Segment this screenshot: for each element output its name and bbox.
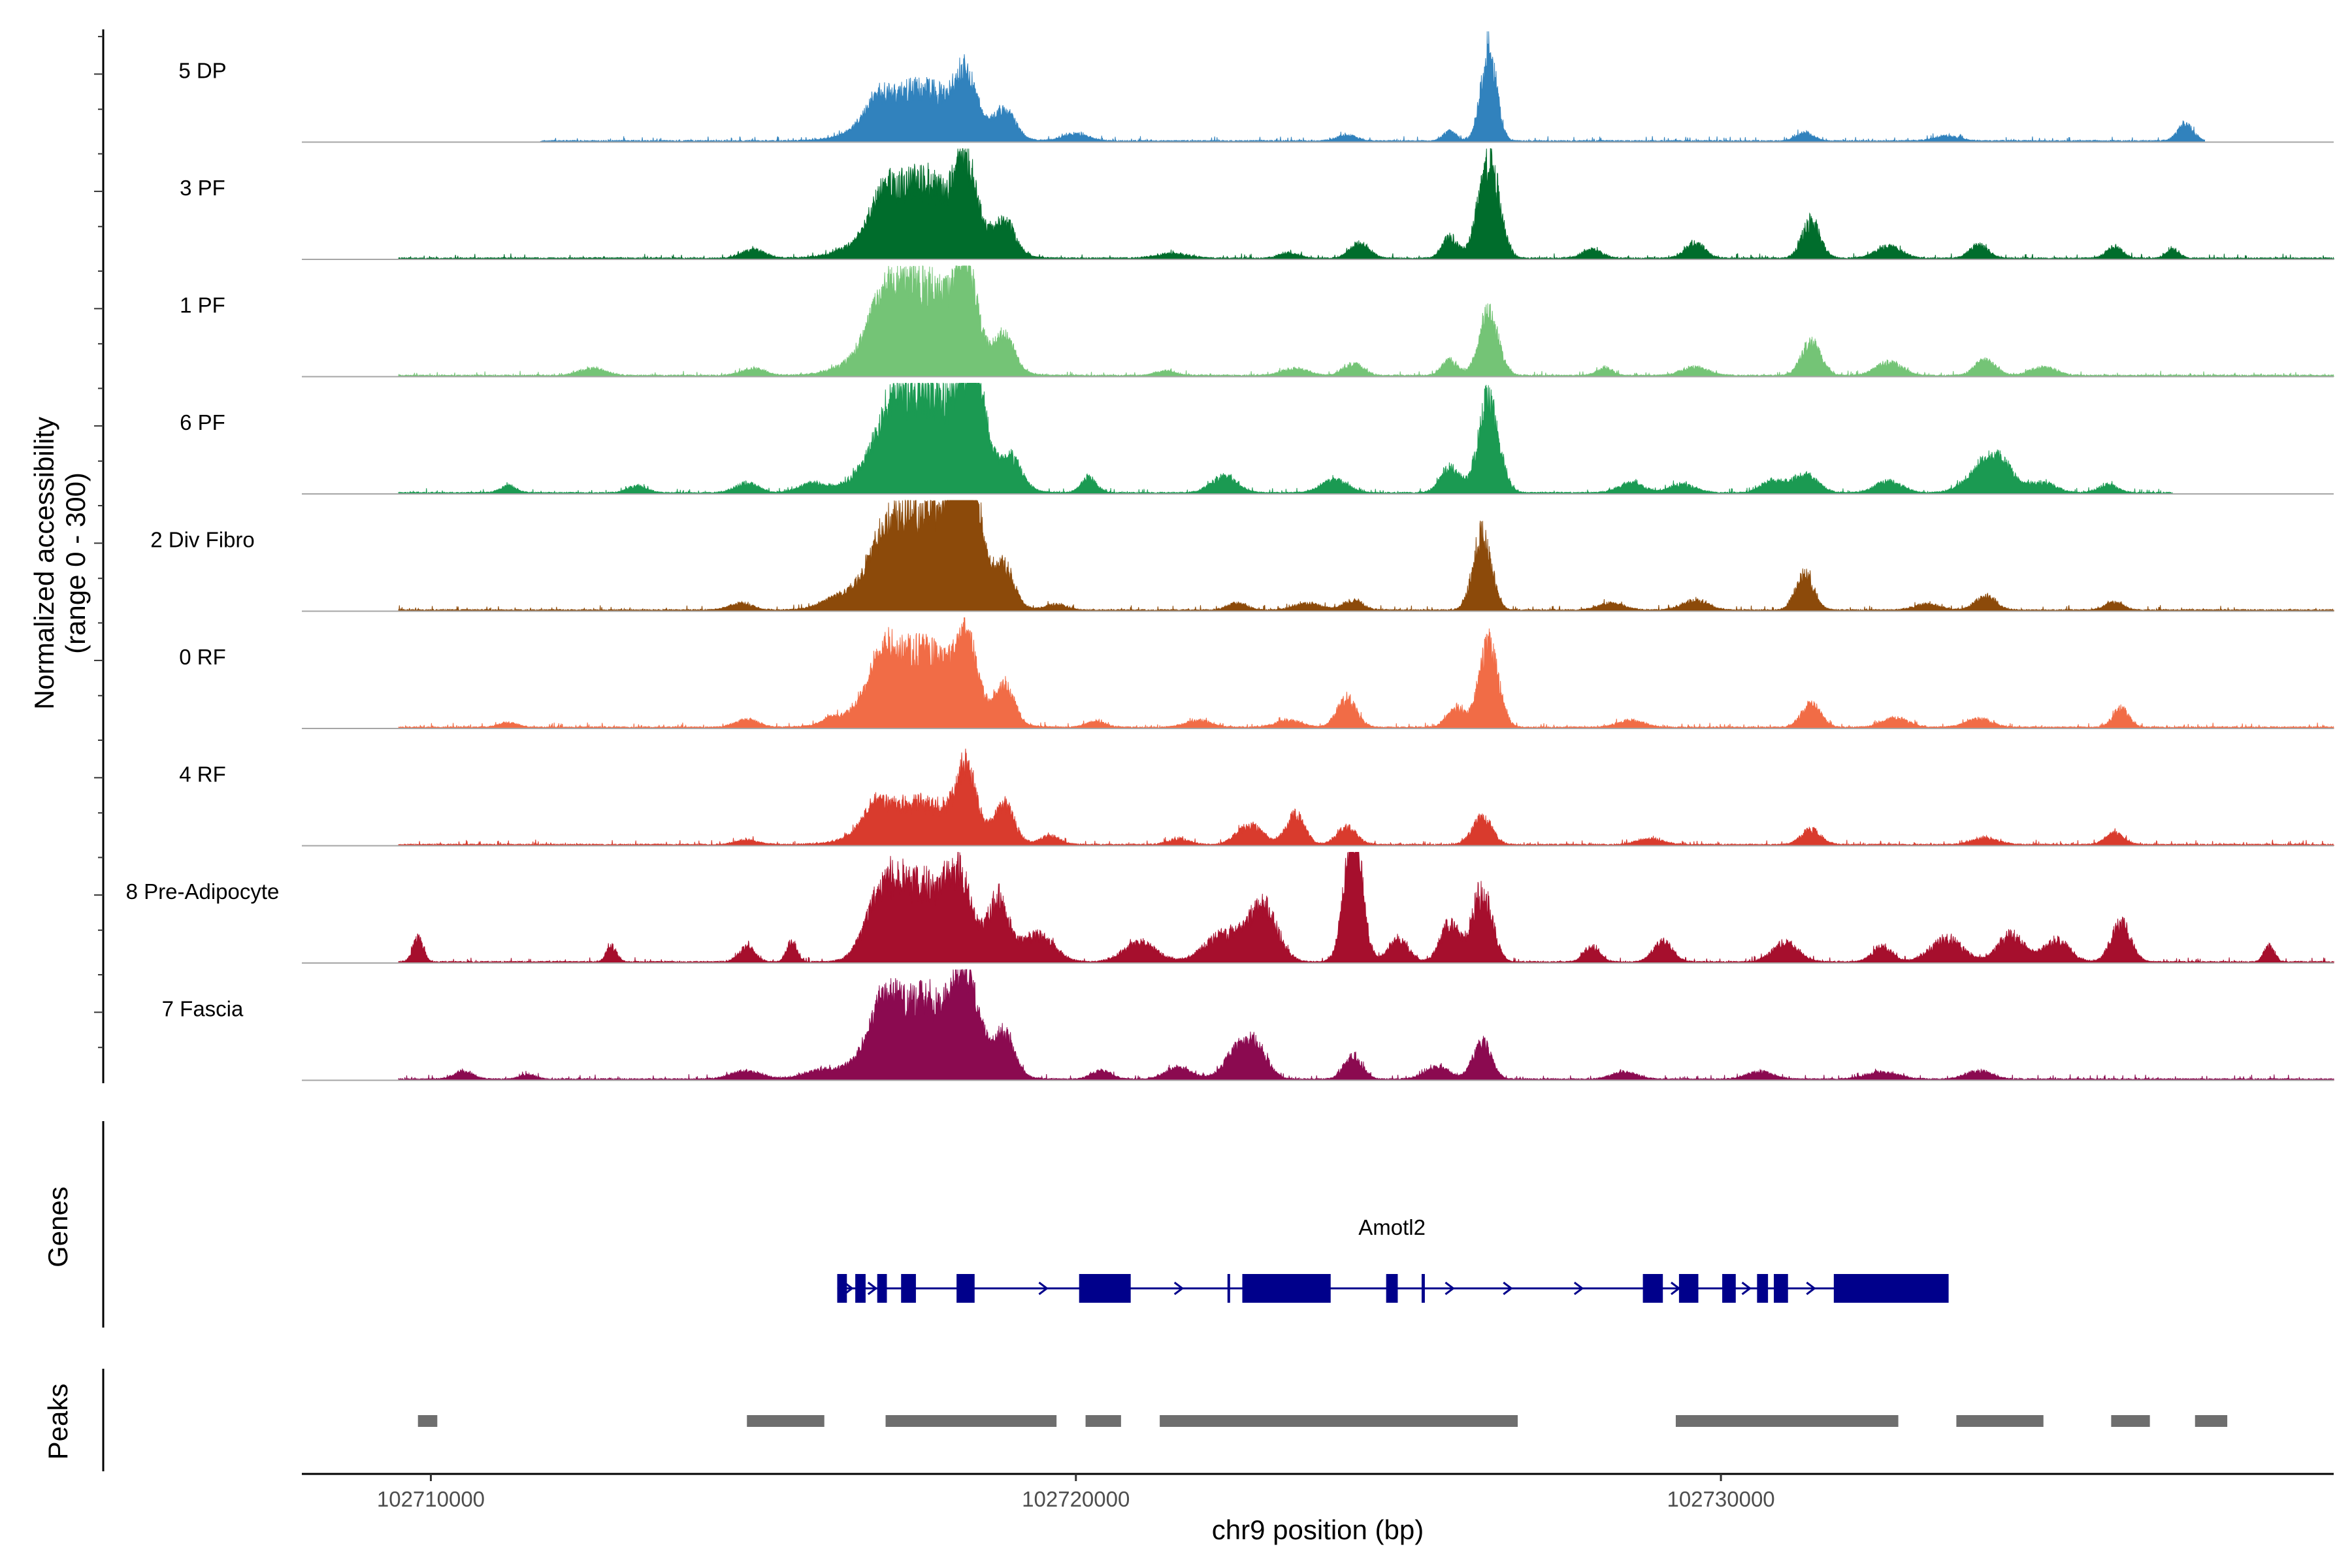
x-tick-label: 102720000 [1022,1487,1130,1511]
track-7: 4 RF [179,748,2334,847]
coverage-area [398,968,2334,1081]
track-label: 6 PF [180,410,225,434]
exon [956,1274,975,1303]
y-axis-title: Normalized accessibility (range 0 - 300) [29,417,91,710]
peak [1956,1415,2044,1427]
x-tick-label: 102710000 [377,1487,485,1511]
coverage-area [398,148,2334,260]
track-4: 6 PF [180,382,2334,495]
exon [1242,1274,1331,1303]
coverage-area [398,265,2334,378]
track-3: 1 PF [180,265,2334,378]
strand-arrow [1741,1281,1752,1296]
peak [1160,1415,1518,1427]
coverage-area [398,617,2334,729]
strand-arrow [1173,1281,1184,1296]
strand-arrow [1806,1281,1816,1296]
coverage-area [398,499,2334,612]
coverage-area [398,852,2334,964]
exon [1386,1274,1398,1303]
track-6: 0 RF [179,617,2334,729]
exon [877,1274,887,1303]
coverage-area [398,748,2334,847]
track-label: 8 Pre-Adipocyte [126,879,280,904]
exon [1722,1274,1736,1303]
x-axis-title: chr9 position (bp) [1212,1514,1424,1545]
exon [837,1274,847,1303]
exon [1774,1274,1788,1303]
exon [1079,1274,1131,1303]
strand-arrow [1503,1281,1513,1296]
peak [1675,1415,1899,1427]
exon [1833,1274,1949,1303]
peak-track [417,1415,2228,1427]
track-8: 8 Pre-Adipocyte [126,852,2334,964]
x-tick-label: 102730000 [1667,1487,1774,1511]
gene-label: Amotl2 [1358,1215,1426,1239]
exon [1227,1274,1230,1303]
peaks-panel: Peaks [42,1369,2228,1471]
y-axis-title-line1: Normalized accessibility [29,417,59,710]
exon [1642,1274,1663,1303]
track-5: 2 Div Fibro [150,499,2334,612]
genes-panel: Genes Amotl2 [42,1121,1949,1328]
peaks-panel-title: Peaks [42,1384,73,1460]
track-label: 3 PF [180,176,225,200]
strand-arrow [1445,1281,1455,1296]
peak [747,1415,825,1427]
x-axis: 102710000 102720000 102730000 [302,1473,2334,1511]
peak [417,1415,438,1427]
strand-arrow [867,1281,878,1296]
gene-Amotl2: Amotl2 [837,1215,1949,1303]
exon [1678,1274,1699,1303]
track-label: 1 PF [180,293,225,318]
track-2: 3 PF [180,148,2334,260]
track-label: 0 RF [179,645,226,669]
strand-arrow [1573,1281,1584,1296]
strand-arrow [1038,1281,1049,1296]
peak [1085,1415,1121,1427]
y-axis [94,29,105,1083]
track-label: 7 Fascia [162,997,244,1021]
peak [885,1415,1057,1427]
exon [901,1274,916,1303]
exon [1421,1274,1425,1303]
exon [855,1274,866,1303]
track-1: 5 DP [178,31,2334,143]
track-label: 4 RF [179,762,226,787]
exon [1757,1274,1769,1303]
peak [2195,1415,2228,1427]
peak [2111,1415,2150,1427]
coverage-area [540,31,2205,143]
track-9: 7 Fascia [162,968,2334,1081]
gene-track: Amotl2 [837,1215,1949,1303]
y-axis-title-line2: (range 0 - 300) [60,472,91,654]
coverage-area [398,382,2173,495]
track-label: 2 Div Fibro [150,528,255,552]
tracks: 5 DP 3 PF 1 PF 6 PF 2 Div Fibro 0 RF 4 RF 8 Pre… [126,31,2334,1081]
track-label: 5 DP [178,59,226,83]
genes-panel-title: Genes [42,1186,73,1267]
